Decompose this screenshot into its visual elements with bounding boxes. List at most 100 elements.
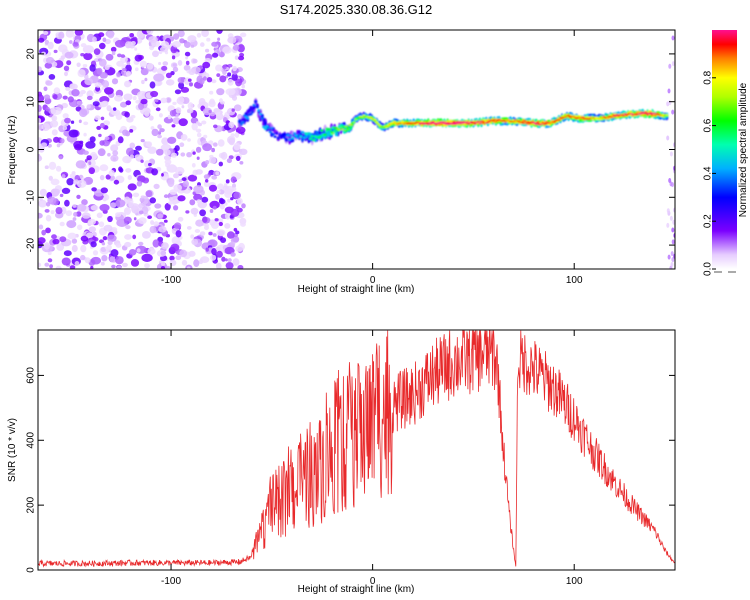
- noise-speck: [174, 166, 185, 175]
- ridge-cell: [533, 122, 537, 124]
- noise-speck: [47, 251, 52, 256]
- noise-speck: [38, 111, 41, 117]
- ridge-cell: [521, 122, 526, 124]
- noise-speck: [186, 108, 194, 114]
- noise-speck: [668, 178, 672, 183]
- noise-speck: [86, 155, 92, 161]
- noise-speck: [129, 142, 136, 149]
- noise-speck: [56, 143, 61, 148]
- noise-speck: [77, 224, 83, 231]
- noise-speck: [669, 215, 673, 221]
- noise-speck: [146, 30, 154, 35]
- noise-speck: [171, 55, 176, 60]
- spectrogram-data: [38, 30, 675, 269]
- noise-speck: [164, 203, 171, 211]
- noise-speck: [130, 114, 136, 119]
- noise-speck: [48, 161, 57, 170]
- noise-speck: [62, 113, 69, 119]
- noise-speck: [200, 256, 210, 263]
- ridge-cell: [302, 136, 306, 139]
- noise-speck: [205, 48, 210, 53]
- noise-speck: [62, 126, 68, 130]
- ridge-cell: [665, 114, 669, 116]
- noise-speck: [90, 265, 94, 269]
- noise-speck: [172, 101, 177, 106]
- noise-speck: [38, 155, 42, 160]
- noise-speck: [195, 146, 202, 153]
- noise-speck: [178, 81, 185, 89]
- ridge-cell: [331, 132, 335, 135]
- noise-speck: [99, 164, 109, 172]
- ridge-cell: [267, 126, 271, 129]
- noise-speck: [115, 212, 122, 218]
- noise-speck: [122, 262, 128, 268]
- noise-speck: [58, 44, 68, 53]
- noise-speck: [83, 52, 93, 61]
- noise-speck: [61, 174, 66, 179]
- noise-speck: [76, 100, 83, 106]
- noise-speck: [201, 196, 209, 203]
- noise-speck: [152, 239, 160, 248]
- noise-speck: [200, 42, 205, 47]
- noise-speck: [130, 259, 140, 267]
- ridge-cell: [528, 122, 532, 124]
- ridge-cell: [300, 131, 305, 134]
- noise-speck: [116, 60, 124, 67]
- noise-speck: [111, 50, 116, 56]
- noise-speck: [196, 32, 202, 38]
- noise-speck: [107, 152, 111, 157]
- noise-speck: [670, 251, 674, 257]
- noise-speck: [129, 43, 136, 49]
- noise-speck: [226, 158, 232, 164]
- ridge-cell: [446, 123, 450, 126]
- noise-speck: [100, 187, 109, 194]
- ridge-cell: [346, 128, 350, 131]
- noise-speck: [110, 202, 117, 209]
- colorbar-gradient: [712, 30, 737, 269]
- noise-speck: [76, 204, 87, 212]
- y-tick-label: 400: [26, 431, 37, 448]
- noise-speck: [80, 89, 86, 95]
- noise-speck: [49, 264, 53, 269]
- noise-speck: [67, 232, 77, 240]
- ridge-cell: [623, 113, 627, 115]
- noise-speck: [217, 218, 224, 223]
- noise-speck: [233, 227, 238, 232]
- noise-speck: [58, 31, 65, 39]
- noise-speck: [115, 256, 124, 265]
- noise-speck: [235, 245, 244, 252]
- noise-speck: [52, 94, 58, 100]
- noise-speck: [185, 210, 190, 214]
- ridge-cell: [473, 122, 477, 125]
- noise-speck: [216, 250, 223, 258]
- ridge-cell: [589, 116, 593, 119]
- noise-speck: [104, 136, 110, 141]
- noise-speck: [55, 265, 62, 269]
- noise-speck: [134, 47, 138, 51]
- noise-speck: [122, 68, 127, 72]
- ridge-cell: [338, 129, 342, 131]
- noise-speck: [212, 233, 217, 237]
- ridge-cell: [476, 120, 480, 123]
- noise-speck: [202, 76, 207, 81]
- noise-speck: [173, 173, 179, 179]
- spectrogram-y-label: Frequency (Hz): [7, 116, 18, 185]
- noise-speck: [89, 136, 96, 143]
- colorbar-label: Normalized spectral amplitude: [738, 82, 749, 217]
- snr-data: [38, 330, 675, 568]
- noise-speck: [186, 152, 193, 158]
- ridge-cell: [613, 115, 617, 118]
- noise-speck: [50, 178, 60, 186]
- noise-speck: [172, 66, 179, 73]
- noise-speck: [47, 258, 53, 263]
- noise-speck: [184, 41, 191, 48]
- noise-speck: [50, 210, 55, 215]
- noise-speck: [71, 238, 78, 244]
- noise-speck: [218, 221, 223, 227]
- noise-speck: [198, 98, 206, 106]
- noise-speck: [144, 263, 150, 269]
- noise-speck: [111, 264, 116, 269]
- noise-speck: [38, 224, 44, 230]
- noise-speck: [92, 101, 100, 107]
- noise-speck: [105, 174, 111, 180]
